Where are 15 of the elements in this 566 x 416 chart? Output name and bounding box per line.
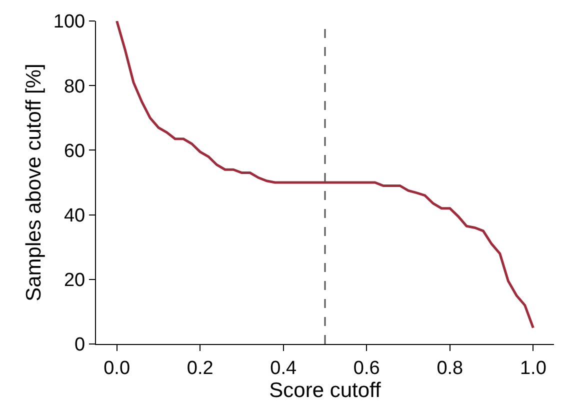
x-axis-title: Score cutoff bbox=[269, 379, 381, 402]
y-tick-label: 20 bbox=[64, 270, 86, 292]
y-tick-label: 60 bbox=[64, 140, 86, 162]
x-tick-label: 1.0 bbox=[520, 358, 546, 379]
line-series bbox=[116, 21, 534, 330]
y-tick-label: 80 bbox=[64, 76, 86, 98]
y-tick-label: 40 bbox=[64, 205, 86, 226]
x-tick-label: 0.2 bbox=[186, 358, 214, 379]
y-tick-label: 0 bbox=[74, 334, 86, 356]
x-tick-label: 0.0 bbox=[104, 358, 130, 379]
x-tick-label: 0.8 bbox=[436, 358, 464, 379]
x-tick-label: 0.4 bbox=[270, 358, 297, 379]
x-tick-label: 0.6 bbox=[353, 358, 380, 379]
y-axis-title: Samples above cutoff [%] bbox=[22, 64, 46, 302]
y-tick-label: 100 bbox=[53, 12, 86, 33]
